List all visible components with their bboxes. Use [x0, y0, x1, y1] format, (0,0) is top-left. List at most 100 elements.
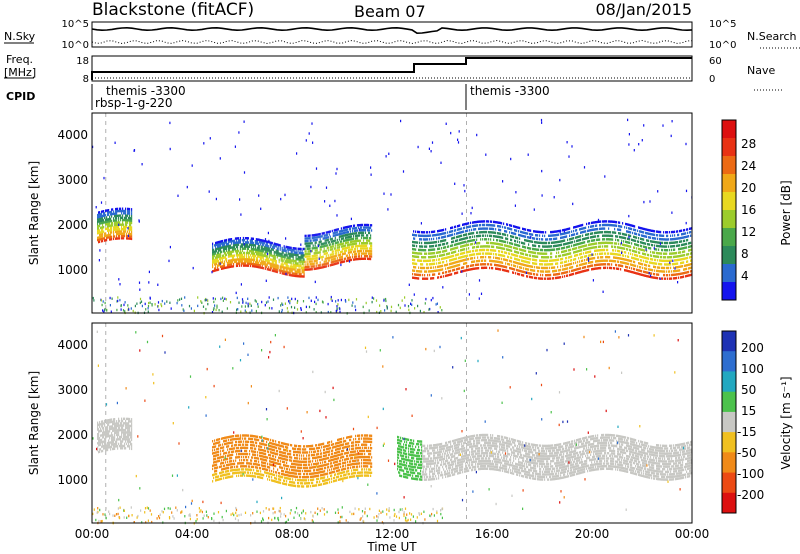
echo-pixel	[331, 242, 333, 246]
echo-pixel	[545, 249, 547, 252]
echo-pixel	[426, 270, 428, 273]
echo-pixel	[597, 249, 599, 252]
echo-pixel	[246, 237, 248, 240]
echo-pixel	[455, 264, 457, 268]
echo-pixel	[454, 272, 456, 275]
echo-pixel	[605, 263, 607, 266]
echo-pixel	[333, 255, 335, 258]
echo-pixel	[97, 236, 99, 239]
echo-pixel	[507, 255, 509, 258]
echo-pixel	[483, 223, 485, 227]
echo-pixel	[466, 226, 468, 229]
echo-pixel	[557, 240, 559, 244]
echo-pixel	[330, 248, 332, 251]
freq-label: Freq.	[6, 53, 33, 66]
echo-pixel	[544, 252, 546, 255]
echo-pixel	[216, 258, 218, 261]
echo-pixel	[686, 271, 688, 274]
echo-pixel	[516, 226, 518, 229]
echo-pixel	[441, 275, 443, 278]
echo-pixel	[236, 256, 239, 259]
echo-pixel	[327, 262, 329, 265]
echo-pixel	[346, 259, 348, 262]
echo-pixel	[458, 224, 460, 228]
echo-pixel	[352, 240, 355, 243]
echo-pixel	[367, 257, 369, 260]
echo-pixel	[511, 231, 513, 235]
echo-pixel	[477, 252, 479, 256]
echo-pixel	[628, 237, 630, 241]
echo-pixel	[511, 253, 513, 256]
echo-pixel	[521, 270, 523, 273]
echo-pixel	[673, 230, 675, 234]
echo-pixel	[489, 259, 491, 262]
echo-pixel	[456, 235, 458, 239]
echo-pixel	[301, 262, 303, 265]
echo-pixel	[579, 253, 581, 256]
echo-pixel	[466, 229, 468, 233]
echo-pixel	[462, 223, 464, 226]
echo-pixel	[627, 241, 629, 244]
echo-pixel	[268, 249, 270, 252]
echo-pixel	[562, 257, 564, 261]
echo-pixel	[534, 237, 536, 240]
echo-pixel	[634, 250, 636, 253]
echo-pixel	[122, 209, 124, 213]
echo-pixel	[541, 266, 543, 270]
echo-pixel	[628, 241, 630, 244]
echo-pixel	[528, 243, 530, 246]
echo-pixel	[316, 256, 318, 260]
echo-pixel	[252, 246, 254, 249]
echo-pixel	[424, 241, 426, 245]
echo-pixel	[453, 251, 455, 254]
echo-pixel	[347, 225, 349, 228]
echo-pixel	[531, 251, 533, 254]
echo-pixel	[559, 254, 561, 258]
echo-pixel	[351, 253, 354, 256]
echo-pixel	[246, 249, 248, 253]
echo-pixel	[225, 253, 228, 257]
echo-pixel	[236, 245, 239, 248]
echo-pixel	[230, 242, 233, 245]
echo-pixel	[235, 239, 238, 242]
echo-pixel	[232, 248, 235, 251]
echo-pixel	[619, 250, 621, 253]
echo-pixel	[514, 257, 516, 260]
echo-pixel	[547, 259, 549, 263]
echo-pixel	[366, 239, 368, 242]
echo-pixel	[637, 240, 639, 243]
echo-pixel	[111, 226, 113, 229]
echo-pixel	[304, 237, 306, 240]
echo-pixel	[650, 236, 652, 239]
echo-pixel	[323, 247, 325, 250]
echo-pixel	[424, 245, 426, 248]
echo-pixel	[528, 229, 530, 232]
echo-pixel	[577, 260, 579, 264]
echo-pixel	[223, 241, 226, 244]
echo-pixel	[566, 256, 568, 260]
echo-pixel	[588, 225, 590, 229]
echo-pixel	[648, 253, 650, 257]
echo-pixel	[294, 274, 296, 278]
echo-pixel	[321, 232, 323, 235]
echo-pixel	[413, 255, 415, 258]
echo-pixel	[215, 241, 217, 245]
echo-pixel	[682, 261, 684, 264]
echo-pixel	[544, 256, 546, 259]
echo-pixel	[230, 246, 233, 249]
echo-pixel	[363, 252, 366, 255]
echo-pixel	[556, 276, 558, 280]
echo-pixel	[277, 252, 279, 255]
echo-pixel	[599, 245, 601, 248]
echo-pixel	[667, 238, 669, 241]
echo-pixel	[654, 265, 656, 269]
echo-pixel	[259, 243, 261, 246]
echo-pixel	[252, 265, 254, 268]
echo-pixel	[129, 235, 131, 238]
echo-pixel	[558, 254, 560, 258]
echo-pixel	[443, 239, 445, 242]
echo-pixel	[476, 245, 478, 249]
echo-pixel	[555, 230, 557, 233]
echo-pixel	[237, 249, 240, 253]
echo-pixel	[417, 241, 419, 244]
